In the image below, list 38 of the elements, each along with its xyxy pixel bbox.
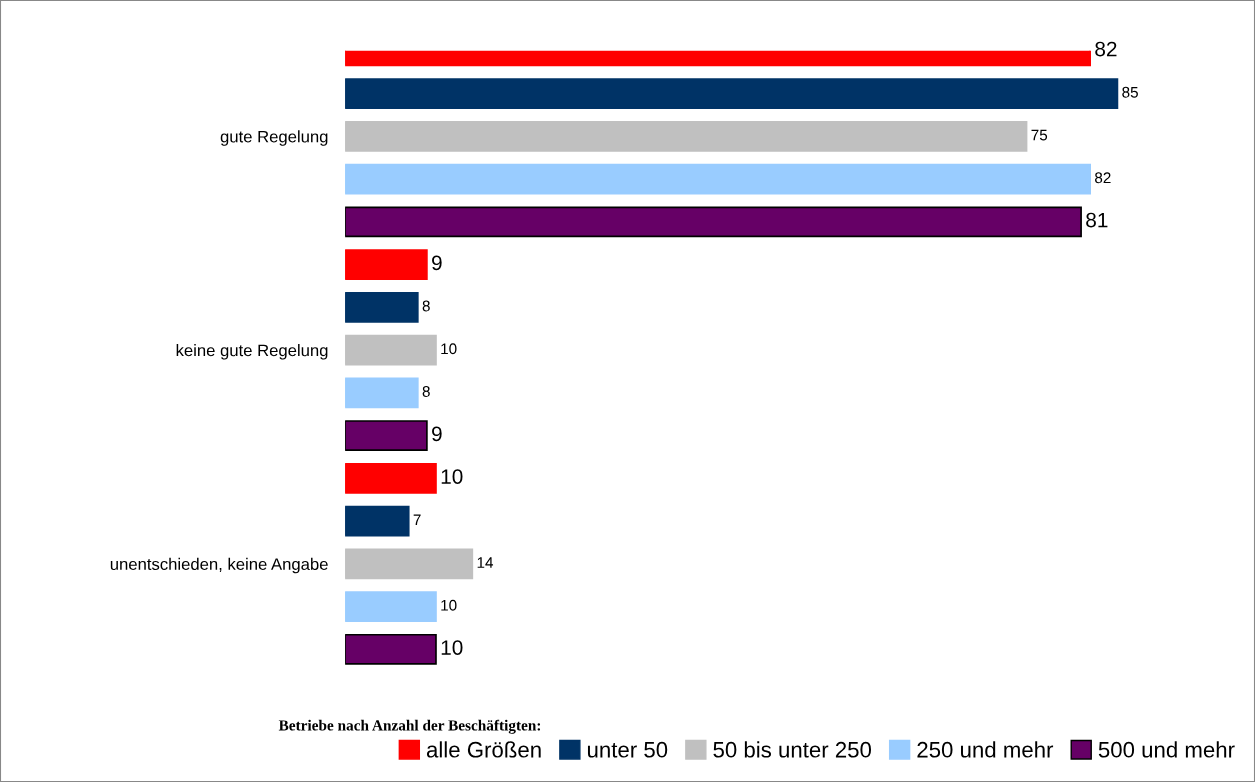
data-label: 10 <box>441 599 457 611</box>
legend-label: 50 bis unter 250 <box>713 741 872 758</box>
y-tick-label: gute Regelung <box>220 130 328 146</box>
bar <box>345 163 1092 195</box>
bar <box>345 505 410 537</box>
bar <box>345 633 437 665</box>
bar <box>345 120 1028 152</box>
bar <box>345 249 428 280</box>
bar <box>345 591 437 622</box>
bar <box>345 548 474 580</box>
bar <box>345 377 419 409</box>
data-label: 9 <box>432 255 442 271</box>
data-label: 10 <box>441 469 463 484</box>
data-label: 75 <box>1031 129 1048 141</box>
bar <box>345 78 1119 109</box>
data-label: 82 <box>1095 172 1111 184</box>
legend-label: 250 und mehr <box>917 741 1054 758</box>
data-label: 8 <box>422 386 430 397</box>
legend-label: 500 und mehr <box>1098 741 1235 758</box>
bar <box>345 291 419 323</box>
data-label: 81 <box>1086 212 1108 228</box>
y-tick-label: unentschieden, keine Angabe <box>110 557 328 574</box>
legend-title: Betriebe nach Anzahl der Beschäftigten: <box>278 719 541 734</box>
legend-label: alle Größen <box>426 741 541 758</box>
data-label: 82 <box>1095 41 1117 57</box>
bar <box>345 334 437 366</box>
data-label: 7 <box>413 514 421 526</box>
data-label: 10 <box>441 640 463 655</box>
data-label: 85 <box>1122 86 1138 98</box>
bar <box>345 206 1082 238</box>
legend-label: unter 50 <box>587 741 668 758</box>
data-label: 8 <box>422 300 430 312</box>
y-tick-label: keine gute Regelung <box>176 344 328 360</box>
data-label: 14 <box>477 557 494 568</box>
data-label: 9 <box>432 426 442 442</box>
bar <box>345 462 437 494</box>
bar <box>345 420 428 451</box>
data-label: 10 <box>441 343 457 355</box>
